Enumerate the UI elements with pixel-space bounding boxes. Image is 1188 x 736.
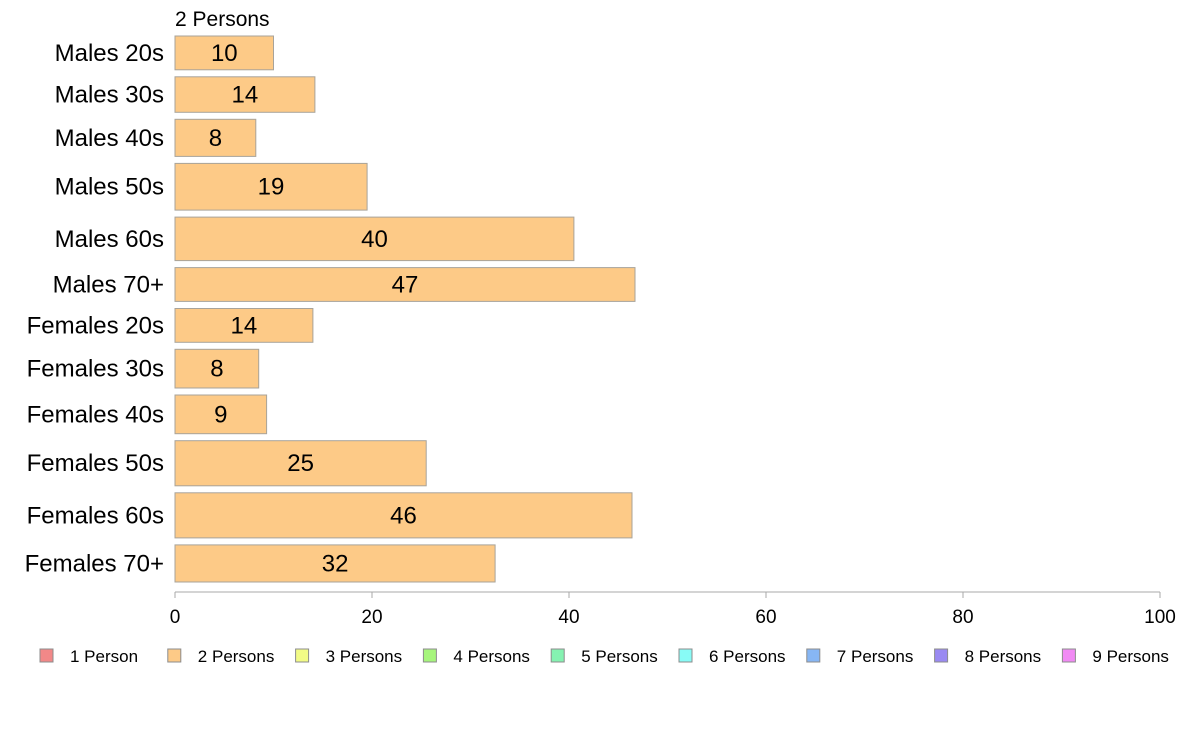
bar-value-label: 10 [211, 40, 238, 67]
bar [174, 544, 496, 583]
x-tick-label: 100 [1144, 607, 1176, 628]
bar-value-label: 14 [232, 82, 259, 109]
category-label: Females 30s [27, 356, 164, 383]
legend-swatch [1061, 648, 1076, 663]
bar-value-label: 46 [390, 502, 417, 529]
legend-label: 6 Persons [709, 647, 786, 666]
legend-swatch [550, 648, 565, 663]
legend-label: 5 Persons [581, 647, 658, 666]
bar-value-label: 8 [210, 356, 223, 383]
legend-label: 4 Persons [453, 647, 530, 666]
category-label: Females 60s [27, 502, 164, 529]
bars-group: Males 20s 10 Males 30s 14 Males 40s 8 Males 50… [25, 35, 636, 583]
bar-value-label: 9 [214, 401, 227, 428]
bar-value-label: 14 [231, 312, 258, 339]
bar-value-label: 32 [322, 551, 349, 578]
bar [174, 118, 257, 157]
x-tick-label: 20 [361, 607, 382, 628]
legend-swatch [39, 648, 54, 663]
legend-label: 9 Persons [1092, 647, 1169, 666]
category-label: Males 20s [55, 40, 164, 67]
legend-swatch [167, 648, 182, 663]
category-label: Males 40s [55, 125, 164, 152]
series-title: 2 Persons [175, 8, 270, 31]
bar [174, 492, 633, 539]
bar [174, 394, 268, 435]
bar [174, 35, 274, 71]
x-tick-label: 0 [170, 607, 181, 628]
x-tick-label: 60 [755, 607, 776, 628]
x-tick-label: 40 [558, 607, 579, 628]
legend-swatch [295, 648, 310, 663]
category-label: Males 50s [55, 174, 164, 201]
legend-swatch [678, 648, 693, 663]
bar [174, 440, 427, 487]
legend-label: 3 Persons [326, 647, 403, 666]
legend: 1 Person 2 Persons 3 Persons 4 Persons 5 Per… [39, 647, 1169, 666]
category-label: Males 60s [55, 226, 164, 253]
category-label: Males 30s [55, 82, 164, 109]
bar-value-label: 40 [361, 226, 388, 253]
category-label: Females 70+ [25, 551, 164, 578]
bar [174, 162, 368, 211]
category-label: Males 70+ [53, 272, 164, 299]
legend-swatch [422, 648, 437, 663]
bar-value-label: 47 [392, 272, 419, 299]
legend-swatch [806, 648, 821, 663]
bar [174, 216, 575, 262]
x-tick-label: 80 [952, 607, 973, 628]
category-label: Females 20s [27, 312, 164, 339]
x-axis: 0 20 40 60 80 100 [170, 591, 1176, 628]
bar [174, 348, 260, 389]
legend-label: 2 Persons [198, 647, 275, 666]
legend-label: 1 Person [70, 647, 138, 666]
bar [174, 308, 314, 343]
bar-value-label: 25 [287, 450, 314, 477]
legend-swatch [934, 648, 949, 663]
bar [174, 267, 636, 302]
bar-value-label: 19 [258, 174, 285, 201]
legend-label: 8 Persons [965, 647, 1042, 666]
bar [174, 76, 316, 113]
category-label: Females 50s [27, 450, 164, 477]
category-label: Females 40s [27, 401, 164, 428]
legend-label: 7 Persons [837, 647, 914, 666]
bar-value-label: 8 [209, 125, 222, 152]
